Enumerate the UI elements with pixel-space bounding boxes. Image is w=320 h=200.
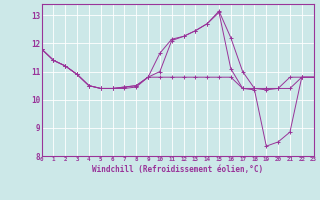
X-axis label: Windchill (Refroidissement éolien,°C): Windchill (Refroidissement éolien,°C) — [92, 165, 263, 174]
